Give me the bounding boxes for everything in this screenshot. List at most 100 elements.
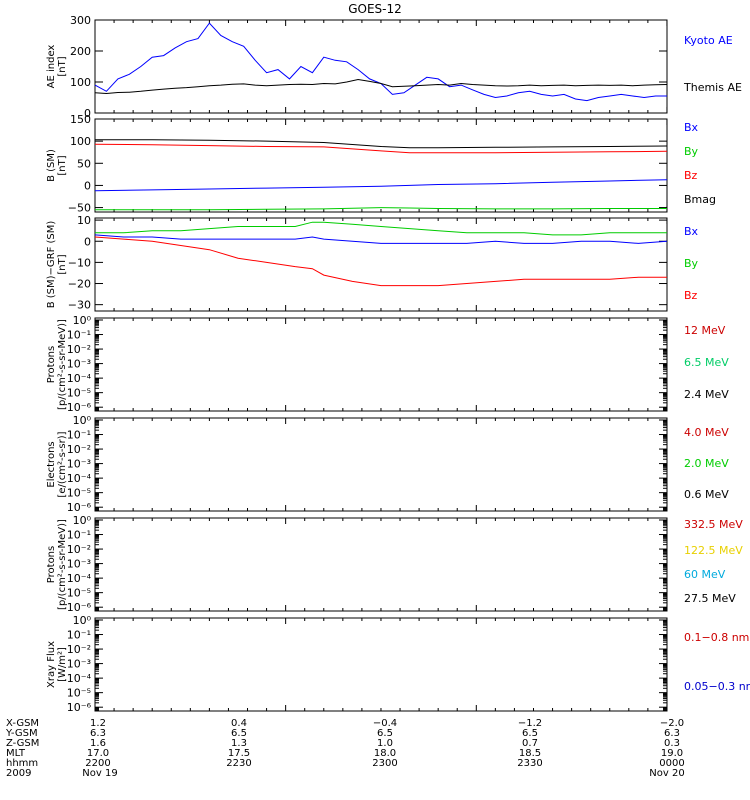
series-line-by — [95, 221, 667, 236]
y-axis-label: [nT] — [57, 56, 68, 76]
y-axis-label: [p/(cm²-s-sr-MeV)] — [57, 319, 68, 410]
legend-entry: 27.5 MeV — [684, 592, 736, 605]
series-line-themis-ae — [94, 78, 668, 95]
legend-entry: Themis AE — [683, 81, 742, 94]
bottom-row-value: 18.0 — [374, 748, 396, 759]
y-axis-label: AE index — [46, 45, 57, 89]
series-line-bz — [94, 236, 667, 287]
y-tick-label: 100 — [70, 135, 91, 148]
y-tick-label: 10⁻⁵ — [67, 387, 91, 400]
y-tick-label: 300 — [70, 14, 91, 27]
y-tick-label: 10⁻³ — [67, 458, 91, 471]
bottom-row-value: Nov 19 — [82, 768, 117, 779]
bottom-row-label: Y-GSM — [5, 728, 38, 739]
legend-entry: By — [684, 257, 699, 270]
y-tick-label: 10⁻⁴ — [67, 672, 92, 685]
y-tick-label: 10⁻⁴ — [67, 572, 92, 585]
bottom-row-value: 17.0 — [87, 748, 109, 759]
y-tick-label: 10⁻⁶ — [67, 601, 92, 614]
bottom-row-label: hhmm — [6, 758, 38, 769]
legend-entry: Bz — [684, 169, 698, 182]
panel-5: Electrons [e/(cm²-s-sr)]10⁰10⁻¹10⁻²10⁻³10… — [46, 414, 729, 514]
bottom-row-value: 0.7 — [522, 738, 538, 749]
series-line-bmag — [95, 139, 668, 149]
bottom-row-value: 0.4 — [231, 718, 247, 729]
y-tick-label: 10⁰ — [73, 414, 92, 427]
plot-frame — [94, 617, 668, 712]
legend-entry: 60 MeV — [684, 568, 726, 581]
legend-entry: 0.6 MeV — [684, 488, 729, 501]
y-axis-label: Electrons — [46, 441, 57, 487]
bottom-row-value: 2300 — [372, 758, 397, 769]
legend-entry: 122.5 MeV — [684, 544, 743, 557]
y-tick-label: 10⁻⁴ — [67, 472, 92, 485]
y-tick-label: 150 — [70, 113, 91, 126]
y-tick-label: 10⁻⁴ — [67, 372, 92, 385]
bottom-row-value: 2200 — [85, 758, 110, 769]
bottom-row-value: −1.2 — [518, 718, 542, 729]
chart-title: GOES-12 — [348, 2, 402, 16]
plot-frame — [94, 517, 668, 612]
y-axis-label: Protons — [46, 346, 57, 383]
y-tick-label: 10⁻¹ — [67, 429, 91, 442]
plot-frame — [94, 19, 668, 114]
y-tick-label: 10⁻¹ — [67, 329, 91, 342]
y-tick-label: 10⁻² — [67, 543, 91, 556]
y-tick-label: −20 — [68, 278, 91, 291]
y-tick-label: 10⁰ — [73, 514, 92, 527]
legend-entry: 2.4 MeV — [684, 388, 729, 401]
y-tick-label: 10⁻³ — [67, 558, 91, 571]
bottom-row-value: 2330 — [517, 758, 542, 769]
legend-entry: By — [684, 145, 699, 158]
plot-frame — [94, 118, 668, 213]
bottom-row-value: 1.6 — [90, 738, 106, 749]
bottom-row-value: 6.5 — [377, 728, 393, 739]
bottom-row-value: 0.3 — [664, 738, 680, 749]
bottom-row-value: 17.5 — [228, 748, 250, 759]
legend-entry: Bx — [684, 225, 699, 238]
y-tick-label: 0 — [84, 179, 91, 192]
plot-frame — [94, 417, 668, 512]
y-tick-label: 10⁻² — [67, 443, 91, 456]
y-tick-label: 10⁻¹ — [67, 529, 91, 542]
bottom-row-value: 2230 — [226, 758, 251, 769]
y-tick-label: 10⁻² — [67, 643, 91, 656]
bottom-row-value: −2.0 — [660, 718, 684, 729]
plot-frame — [94, 217, 668, 312]
y-tick-label: 10⁻³ — [67, 658, 91, 671]
panel-6: Protons [p/(cm²-s-sr-MeV)] 10⁰ 10⁻¹10⁻² 10⁻³… — [46, 514, 743, 614]
bottom-row-value: 0000 — [659, 758, 684, 769]
y-axis-label: [nT] — [57, 155, 68, 175]
bottom-row-value: 19.0 — [661, 748, 683, 759]
legend-entry: Kyoto AE — [684, 34, 733, 47]
y-tick-label: 10⁰ — [73, 614, 92, 627]
legend-entry: 332.5 MeV — [684, 518, 743, 531]
bottom-row-value: 6.3 — [90, 728, 106, 739]
legend-entry: 2.0 MeV — [684, 457, 729, 470]
y-tick-label: 10⁻⁵ — [67, 487, 91, 500]
y-axis-label: Xray Flux — [46, 641, 57, 688]
y-tick-label: 10⁻¹ — [67, 629, 91, 642]
series-line-bx — [94, 179, 668, 192]
legend-entry: Bmag — [684, 193, 716, 206]
bottom-row-value: 1.3 — [231, 738, 247, 749]
legend-entry: 0.05−0.3 nr — [684, 680, 750, 693]
bottom-row-value: 6.5 — [231, 728, 247, 739]
y-tick-label: 10⁻⁶ — [67, 701, 92, 714]
y-tick-label: 10⁰ — [73, 314, 92, 327]
y-tick-label: 10⁻⁶ — [67, 401, 92, 414]
y-axis-label: [p/(cm²-s-sr-MeV)] — [57, 519, 68, 610]
panel-7: Xray Flux [W/m²] 10⁰ 10⁻¹10⁻² 10⁻³10⁻⁴ 10⁻⁵10… — [46, 614, 750, 714]
legend-entry: 6.5 MeV — [684, 356, 729, 369]
y-tick-label: 10⁻⁵ — [67, 587, 91, 600]
legend-entry: Bz — [684, 289, 698, 302]
y-tick-label: 10⁻⁵ — [67, 687, 91, 700]
y-tick-label: 100 — [70, 76, 91, 89]
panel-4: Protons [p/(cm²-s-sr-MeV)] 10⁰ 10⁻¹10⁻² 10⁻³… — [46, 314, 729, 414]
series-line-by — [95, 207, 667, 211]
bottom-row-value: 1.0 — [377, 738, 393, 749]
series-line-bz — [94, 143, 668, 154]
legend-entry: 12 MeV — [684, 324, 726, 337]
